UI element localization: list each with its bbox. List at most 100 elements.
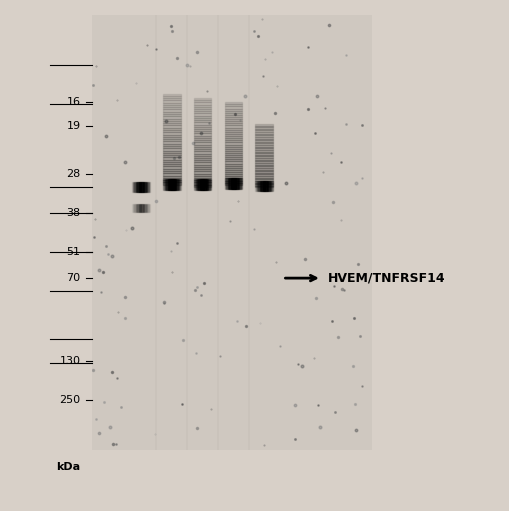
FancyBboxPatch shape bbox=[224, 159, 242, 161]
FancyBboxPatch shape bbox=[148, 182, 149, 192]
Text: 51: 51 bbox=[67, 247, 80, 257]
FancyBboxPatch shape bbox=[162, 173, 180, 176]
FancyBboxPatch shape bbox=[224, 174, 242, 176]
FancyBboxPatch shape bbox=[255, 181, 273, 182]
FancyBboxPatch shape bbox=[196, 179, 197, 190]
FancyBboxPatch shape bbox=[240, 178, 241, 189]
FancyBboxPatch shape bbox=[193, 160, 211, 162]
FancyBboxPatch shape bbox=[162, 98, 180, 100]
FancyBboxPatch shape bbox=[179, 179, 180, 190]
Text: 130: 130 bbox=[60, 356, 80, 366]
FancyBboxPatch shape bbox=[224, 117, 242, 119]
FancyBboxPatch shape bbox=[193, 111, 211, 113]
FancyBboxPatch shape bbox=[224, 168, 242, 170]
FancyBboxPatch shape bbox=[232, 178, 233, 189]
FancyBboxPatch shape bbox=[255, 156, 273, 158]
FancyBboxPatch shape bbox=[193, 125, 211, 127]
FancyBboxPatch shape bbox=[231, 178, 232, 189]
FancyBboxPatch shape bbox=[142, 204, 143, 212]
FancyBboxPatch shape bbox=[255, 179, 273, 181]
FancyBboxPatch shape bbox=[235, 178, 236, 189]
FancyBboxPatch shape bbox=[193, 180, 211, 182]
FancyBboxPatch shape bbox=[162, 182, 180, 185]
FancyBboxPatch shape bbox=[255, 140, 273, 142]
FancyBboxPatch shape bbox=[224, 121, 242, 123]
FancyBboxPatch shape bbox=[204, 179, 205, 190]
FancyBboxPatch shape bbox=[261, 181, 262, 191]
FancyBboxPatch shape bbox=[255, 127, 273, 129]
FancyBboxPatch shape bbox=[224, 136, 242, 138]
FancyBboxPatch shape bbox=[162, 144, 180, 146]
FancyBboxPatch shape bbox=[199, 179, 200, 190]
FancyBboxPatch shape bbox=[224, 153, 242, 155]
FancyBboxPatch shape bbox=[271, 181, 272, 191]
FancyBboxPatch shape bbox=[173, 179, 174, 190]
FancyBboxPatch shape bbox=[193, 109, 211, 111]
FancyBboxPatch shape bbox=[202, 179, 203, 190]
FancyBboxPatch shape bbox=[146, 182, 147, 192]
FancyBboxPatch shape bbox=[144, 182, 145, 192]
FancyBboxPatch shape bbox=[162, 142, 180, 144]
FancyBboxPatch shape bbox=[193, 167, 211, 169]
FancyBboxPatch shape bbox=[224, 149, 242, 151]
FancyBboxPatch shape bbox=[241, 178, 242, 189]
FancyBboxPatch shape bbox=[162, 123, 180, 125]
FancyBboxPatch shape bbox=[172, 179, 173, 190]
FancyBboxPatch shape bbox=[224, 157, 242, 159]
FancyBboxPatch shape bbox=[164, 179, 165, 190]
FancyBboxPatch shape bbox=[224, 143, 242, 145]
Text: 28: 28 bbox=[66, 169, 80, 179]
FancyBboxPatch shape bbox=[194, 179, 195, 190]
FancyBboxPatch shape bbox=[162, 94, 180, 96]
FancyBboxPatch shape bbox=[162, 117, 180, 119]
FancyBboxPatch shape bbox=[200, 179, 201, 190]
FancyBboxPatch shape bbox=[193, 174, 211, 176]
FancyBboxPatch shape bbox=[162, 109, 180, 112]
FancyBboxPatch shape bbox=[134, 182, 135, 192]
FancyBboxPatch shape bbox=[147, 204, 148, 212]
FancyBboxPatch shape bbox=[224, 119, 242, 121]
FancyBboxPatch shape bbox=[193, 149, 211, 151]
FancyBboxPatch shape bbox=[227, 178, 228, 189]
FancyBboxPatch shape bbox=[255, 137, 273, 138]
FancyBboxPatch shape bbox=[177, 179, 178, 190]
FancyBboxPatch shape bbox=[175, 179, 176, 190]
FancyBboxPatch shape bbox=[257, 181, 258, 191]
FancyBboxPatch shape bbox=[162, 146, 180, 148]
FancyBboxPatch shape bbox=[233, 178, 234, 189]
Text: kDa: kDa bbox=[56, 462, 80, 472]
FancyBboxPatch shape bbox=[162, 114, 180, 117]
FancyBboxPatch shape bbox=[193, 169, 211, 171]
FancyBboxPatch shape bbox=[228, 178, 229, 189]
FancyBboxPatch shape bbox=[238, 178, 239, 189]
FancyBboxPatch shape bbox=[162, 121, 180, 123]
FancyBboxPatch shape bbox=[209, 179, 210, 190]
FancyBboxPatch shape bbox=[162, 164, 180, 167]
FancyBboxPatch shape bbox=[178, 179, 179, 190]
FancyBboxPatch shape bbox=[255, 129, 273, 130]
FancyBboxPatch shape bbox=[255, 153, 273, 155]
FancyBboxPatch shape bbox=[162, 137, 180, 139]
FancyBboxPatch shape bbox=[255, 186, 273, 188]
FancyBboxPatch shape bbox=[224, 166, 242, 168]
FancyBboxPatch shape bbox=[224, 115, 242, 117]
FancyBboxPatch shape bbox=[270, 181, 271, 191]
FancyBboxPatch shape bbox=[193, 153, 211, 156]
FancyBboxPatch shape bbox=[255, 163, 273, 165]
FancyBboxPatch shape bbox=[259, 181, 260, 191]
FancyBboxPatch shape bbox=[143, 182, 144, 192]
FancyBboxPatch shape bbox=[140, 204, 141, 212]
FancyBboxPatch shape bbox=[193, 171, 211, 174]
FancyBboxPatch shape bbox=[162, 105, 180, 107]
FancyBboxPatch shape bbox=[162, 179, 163, 190]
FancyBboxPatch shape bbox=[230, 178, 231, 189]
FancyBboxPatch shape bbox=[193, 129, 211, 131]
FancyBboxPatch shape bbox=[224, 123, 242, 126]
FancyBboxPatch shape bbox=[162, 107, 180, 109]
FancyBboxPatch shape bbox=[144, 204, 145, 212]
FancyBboxPatch shape bbox=[134, 204, 135, 212]
FancyBboxPatch shape bbox=[169, 179, 170, 190]
FancyBboxPatch shape bbox=[193, 143, 211, 145]
FancyBboxPatch shape bbox=[255, 166, 273, 168]
FancyBboxPatch shape bbox=[224, 138, 242, 141]
